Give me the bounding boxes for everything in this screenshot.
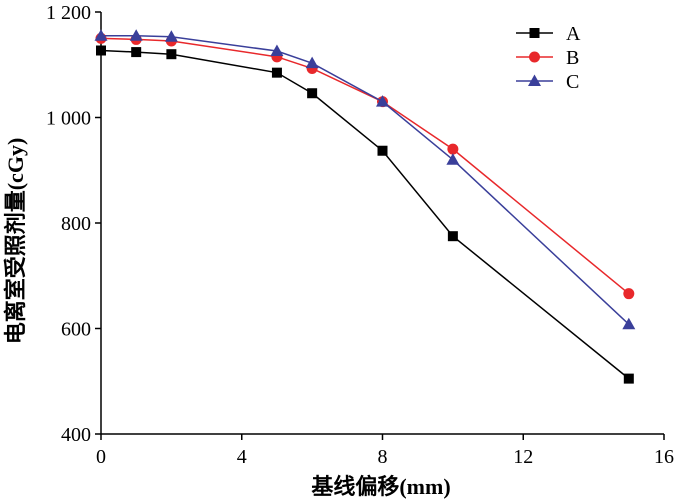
x-tick-label: 0 xyxy=(96,446,106,468)
series-A xyxy=(96,45,634,384)
x-axis-label: 基线偏移(mm) xyxy=(311,474,450,499)
data-point xyxy=(164,30,178,42)
series-C xyxy=(94,29,636,330)
data-point xyxy=(305,56,319,69)
legend-marker xyxy=(529,28,540,38)
y-tick-label: 600 xyxy=(61,319,91,341)
legend-marker xyxy=(528,74,541,86)
data-point xyxy=(94,29,108,41)
y-axis-label: 电离室受照剂量(cGy) xyxy=(3,138,28,345)
y-tick-label: 1 200 xyxy=(46,2,91,24)
x-tick-label: 12 xyxy=(513,446,533,468)
data-point xyxy=(622,317,636,330)
data-point xyxy=(270,44,284,57)
legend-label: A xyxy=(566,23,581,45)
data-point xyxy=(96,45,106,56)
legend-label: C xyxy=(566,71,579,93)
axes: 400 600 800 1 000 1 200 0 4 8 12 16 xyxy=(46,2,674,468)
series-line xyxy=(100,49,630,380)
x-tick-label: 16 xyxy=(654,446,674,468)
data-point xyxy=(447,143,459,155)
data-point xyxy=(271,67,282,78)
series-B xyxy=(95,32,635,300)
y-tick-label: 1 000 xyxy=(46,108,91,130)
y-tick-label: 800 xyxy=(61,213,91,235)
data-point xyxy=(376,95,389,107)
data-point xyxy=(166,49,177,60)
data-point xyxy=(446,153,460,165)
series-line xyxy=(101,34,630,325)
x-tick-label: 4 xyxy=(237,446,247,468)
legend-item-C: C xyxy=(516,71,579,93)
x-tick-label: 8 xyxy=(378,446,388,468)
data-point xyxy=(129,29,143,41)
data-point xyxy=(307,88,318,99)
legend-item-B: B xyxy=(516,47,579,69)
data-point xyxy=(131,47,142,58)
legend-item-A: A xyxy=(516,23,581,45)
legend: ABC xyxy=(516,23,581,93)
series-line xyxy=(100,37,630,295)
data-point xyxy=(623,373,634,384)
data-point xyxy=(623,288,635,300)
data-point xyxy=(377,145,388,156)
data-point xyxy=(447,231,458,242)
legend-marker xyxy=(529,51,540,63)
legend-label: B xyxy=(566,47,579,69)
y-tick-label: 400 xyxy=(61,424,91,446)
series-layer xyxy=(94,29,636,384)
